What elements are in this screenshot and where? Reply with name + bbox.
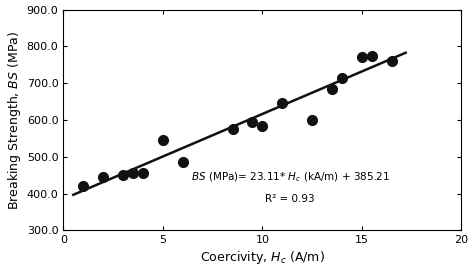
Point [129,171,137,175]
Point [179,160,187,165]
Point [139,171,147,175]
Text: $\mathit{BS}$ (MPa)= 23.11* $\mathit{H_c}$ (kA/m) + 385.21: $\mathit{BS}$ (MPa)= 23.11* $\mathit{H_c… [191,171,390,184]
Point [229,127,237,131]
Point [249,120,256,124]
Point [159,138,167,143]
Point [338,75,346,80]
Point [388,59,395,63]
Y-axis label: Breaking Strength, $\mathit{BS}$ (MPa): Breaking Strength, $\mathit{BS}$ (MPa) [6,30,23,209]
Point [278,101,286,106]
Point [308,118,316,122]
Point [80,184,87,188]
Point [100,175,107,179]
Text: R² = 0.93: R² = 0.93 [265,194,315,205]
Point [328,86,336,91]
Point [258,123,266,128]
Point [358,55,365,60]
Point [368,53,375,58]
Point [119,173,127,177]
X-axis label: Coercivity, $\mathit{H_c}$ (A/m): Coercivity, $\mathit{H_c}$ (A/m) [200,249,325,267]
